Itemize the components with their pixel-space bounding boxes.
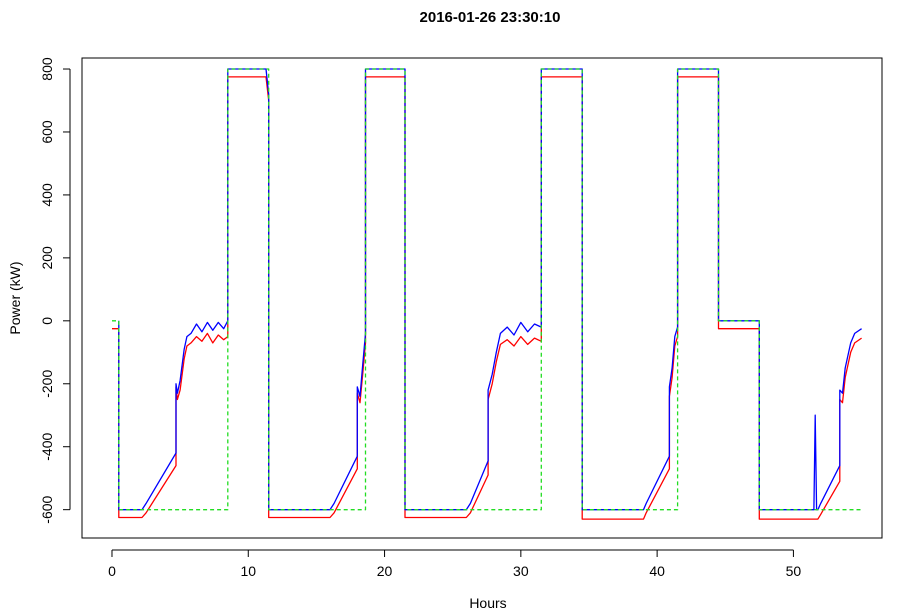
plot-area: 0 10 20 30 40 50 -600 -400 -200 0 200 400 600 800 — [39, 57, 883, 579]
x-tick-label: 30 — [513, 563, 529, 579]
x-tick-label: 50 — [786, 563, 802, 579]
x-tick-label: 40 — [649, 563, 665, 579]
y-axis-label: Power (kW) — [7, 261, 23, 334]
y-tick-label: -400 — [39, 433, 55, 461]
chart-title: 2016-01-26 23:30:10 — [420, 9, 561, 26]
series-line-3 — [112, 68, 862, 511]
y-tick-label: -600 — [39, 495, 55, 523]
series-line-2 — [118, 68, 862, 511]
y-tick-label: 600 — [39, 120, 55, 144]
x-tick-label: 0 — [108, 563, 116, 579]
x-axis-label: Hours — [469, 595, 506, 611]
y-tick-label: 800 — [39, 57, 55, 81]
series-line-1 — [112, 76, 862, 520]
x-tick-label: 20 — [377, 563, 393, 579]
y-tick-label: 200 — [39, 246, 55, 270]
plot-frame — [81, 57, 883, 539]
y-tick-label: -200 — [39, 370, 55, 398]
x-tick-label: 10 — [240, 563, 256, 579]
y-tick-label: 400 — [39, 183, 55, 207]
y-tick-label: 0 — [39, 317, 55, 325]
